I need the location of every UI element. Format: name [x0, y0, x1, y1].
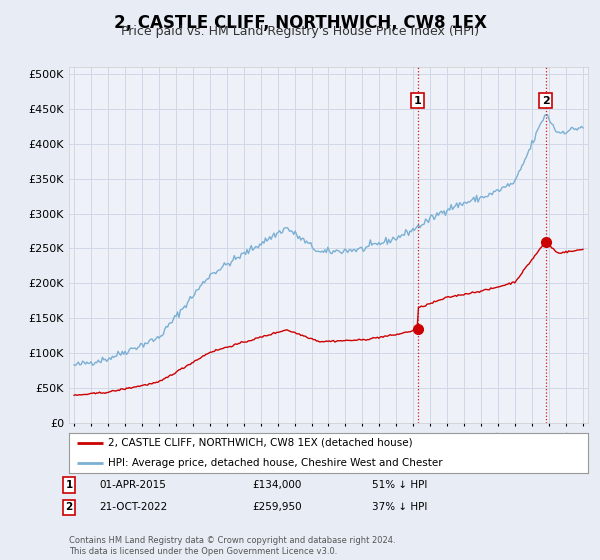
Text: Price paid vs. HM Land Registry's House Price Index (HPI): Price paid vs. HM Land Registry's House … — [121, 25, 479, 38]
Text: 01-APR-2015: 01-APR-2015 — [99, 480, 166, 490]
Text: £134,000: £134,000 — [252, 480, 301, 490]
Text: 51% ↓ HPI: 51% ↓ HPI — [372, 480, 427, 490]
Text: 21-OCT-2022: 21-OCT-2022 — [99, 502, 167, 512]
Text: 1: 1 — [65, 480, 73, 490]
Text: Contains HM Land Registry data © Crown copyright and database right 2024.
This d: Contains HM Land Registry data © Crown c… — [69, 536, 395, 556]
Text: HPI: Average price, detached house, Cheshire West and Chester: HPI: Average price, detached house, Ches… — [108, 458, 443, 468]
Text: 2, CASTLE CLIFF, NORTHWICH, CW8 1EX (detached house): 2, CASTLE CLIFF, NORTHWICH, CW8 1EX (det… — [108, 438, 413, 448]
Text: 1: 1 — [413, 96, 421, 106]
Text: 2: 2 — [542, 96, 550, 106]
Text: 2: 2 — [65, 502, 73, 512]
Text: 37% ↓ HPI: 37% ↓ HPI — [372, 502, 427, 512]
Text: 2, CASTLE CLIFF, NORTHWICH, CW8 1EX: 2, CASTLE CLIFF, NORTHWICH, CW8 1EX — [113, 14, 487, 32]
Text: £259,950: £259,950 — [252, 502, 302, 512]
